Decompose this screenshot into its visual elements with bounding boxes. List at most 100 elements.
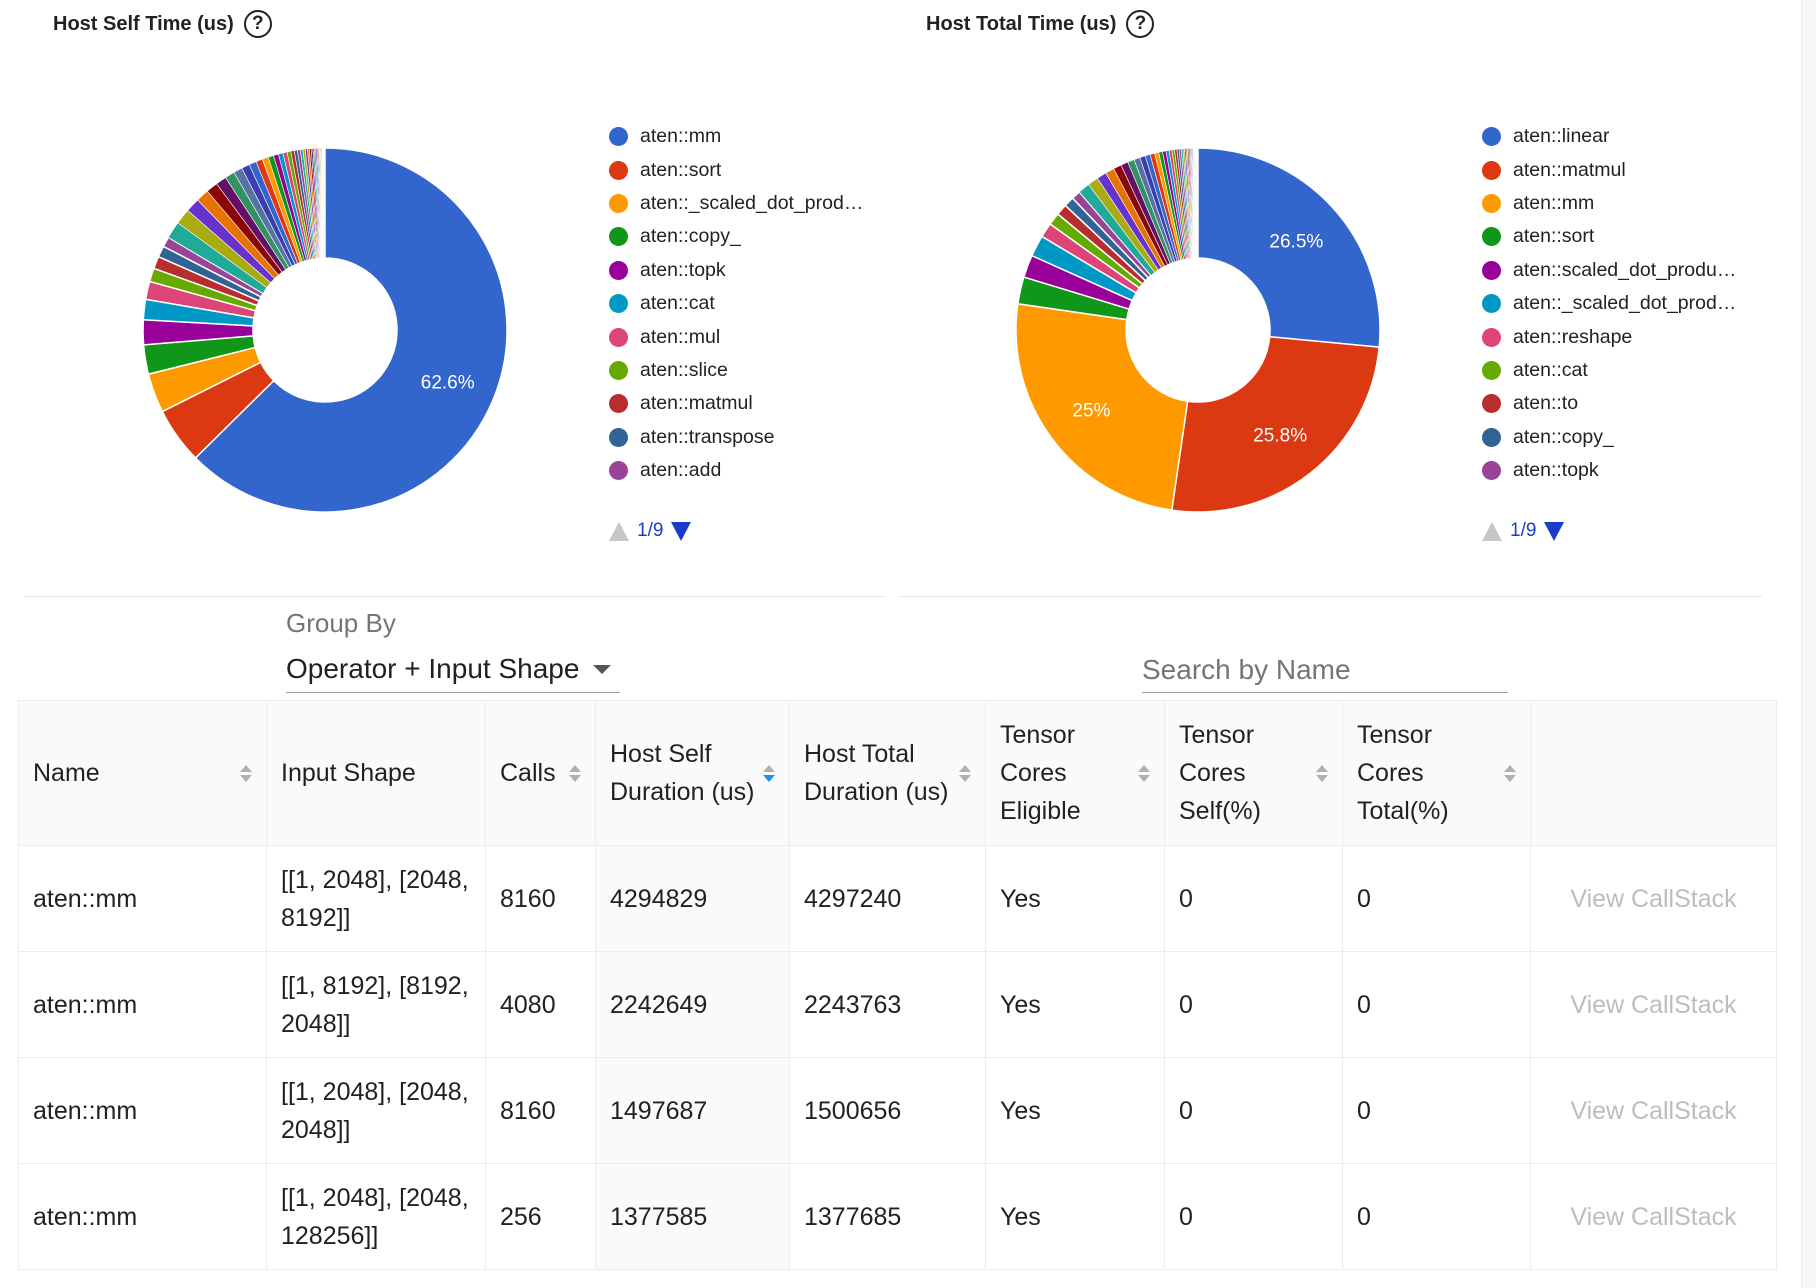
legend-item[interactable]: aten::_scaled_dot_prod…	[1482, 287, 1772, 320]
legend-item[interactable]: aten::mul	[609, 320, 899, 353]
legend-label: aten::cat	[1513, 358, 1588, 381]
table-row: aten::mm [[1, 8192], [8192, 2048]] 4080 224…	[18, 951, 1777, 1058]
sort-icon[interactable]	[1138, 764, 1150, 782]
legend-item[interactable]: aten::scaled_dot_produ…	[1482, 254, 1772, 287]
legend-swatch	[609, 193, 628, 213]
legend-label: aten::sort	[1513, 225, 1595, 248]
legend-item[interactable]: aten::reshape	[1482, 320, 1772, 353]
legend-item[interactable]: aten::sort	[609, 153, 899, 186]
legend-item[interactable]: aten::cat	[1482, 354, 1772, 387]
legend-item[interactable]: aten::mm	[1482, 187, 1772, 220]
view-callstack-link[interactable]: View CallStack	[1530, 951, 1777, 1058]
column-header[interactable]: Tensor Cores Total(%)	[1342, 700, 1531, 846]
pie-slice[interactable]	[194, 147, 508, 513]
legend-item[interactable]: aten::_scaled_dot_prod…	[609, 187, 899, 220]
legend-label: aten::mm	[1513, 191, 1595, 214]
legend-item[interactable]: aten::transpose	[609, 421, 899, 454]
table-cell: 0	[1164, 845, 1343, 952]
legend-item[interactable]: aten::copy_	[609, 220, 899, 253]
view-callstack-link[interactable]: View CallStack	[1530, 1163, 1777, 1270]
legend-swatch	[609, 461, 628, 481]
search-input[interactable]	[1142, 648, 1508, 693]
sort-icon[interactable]	[1316, 764, 1328, 782]
sort-icon[interactable]	[763, 764, 775, 782]
view-callstack-link[interactable]: View CallStack	[1530, 1057, 1777, 1164]
sort-icon[interactable]	[569, 764, 581, 782]
legend-item[interactable]: aten::matmul	[1482, 153, 1772, 186]
legend-swatch	[1482, 193, 1501, 213]
table-header-row: Name Input Shape Calls Host Self Duration (…	[18, 700, 1777, 846]
group-by-label: Group By	[286, 608, 396, 638]
table-cell: 0	[1342, 1163, 1531, 1270]
group-by-select[interactable]: Operator + Input Shape	[286, 646, 620, 693]
page-down-icon[interactable]	[1544, 521, 1565, 541]
host-total-time-pie: 26.5% 25.8% 25%	[1015, 147, 1381, 513]
host-self-time-pie: 62.6%	[142, 147, 508, 513]
legend-label: aten::slice	[640, 358, 728, 381]
help-icon[interactable]: ?	[1126, 10, 1155, 38]
legend-swatch	[609, 160, 628, 180]
table-body: aten::mm [[1, 2048], [2048, 8192]] 8160 429…	[18, 845, 1777, 1270]
legend-label: aten::cat	[640, 292, 715, 315]
legend-label: aten::_scaled_dot_prod…	[1513, 292, 1737, 315]
pie-slice[interactable]	[1170, 335, 1381, 513]
legend-swatch	[609, 427, 628, 447]
legend-item[interactable]: aten::topk	[1482, 454, 1772, 487]
sort-icon[interactable]	[240, 764, 252, 782]
sort-icon[interactable]	[1504, 764, 1516, 782]
table-cell: aten::mm	[18, 1057, 267, 1164]
table-cell: Yes	[985, 951, 1165, 1058]
chevron-down-icon	[593, 664, 612, 674]
legend-swatch	[1482, 294, 1501, 314]
legend-item[interactable]: aten::mm	[609, 120, 899, 153]
column-header-label: Calls	[500, 759, 556, 787]
page-up-icon[interactable]	[609, 521, 629, 541]
legend-item[interactable]: aten::linear	[1482, 120, 1772, 153]
table-cell: [[1, 2048], [2048, 128256]]	[266, 1163, 486, 1270]
legend-item[interactable]: aten::topk	[609, 254, 899, 287]
legend-item[interactable]: aten::slice	[609, 354, 899, 387]
legend-item[interactable]: aten::copy_	[1482, 421, 1772, 454]
pie-slice[interactable]	[1197, 147, 1381, 348]
legend-label: aten::scaled_dot_produ…	[1513, 258, 1737, 281]
help-icon[interactable]: ?	[243, 10, 272, 38]
column-header[interactable]: Name	[18, 700, 267, 846]
legend-item[interactable]: aten::matmul	[609, 387, 899, 420]
slice-label: 25%	[1072, 401, 1110, 422]
legend-item[interactable]: aten::sort	[1482, 220, 1772, 253]
table-cell: aten::mm	[18, 951, 267, 1058]
pie-slice[interactable]	[1015, 302, 1189, 511]
legend-label: aten::mm	[640, 125, 722, 148]
legend-item[interactable]: aten::add	[609, 454, 899, 487]
legend-item[interactable]: aten::to	[1482, 387, 1772, 420]
column-header[interactable]: Host Self Duration (us)	[595, 700, 790, 846]
legend-label: aten::topk	[640, 258, 726, 281]
table-cell: 1377685	[789, 1163, 986, 1270]
table-cell: Yes	[985, 845, 1165, 952]
legend-swatch	[609, 260, 628, 280]
table-cell: 8160	[485, 1057, 596, 1164]
page-up-icon[interactable]	[1482, 521, 1502, 541]
legend-label: aten::copy_	[1513, 425, 1614, 448]
legend-label: aten::add	[640, 459, 722, 482]
column-header[interactable]: Tensor Cores Eligible	[985, 700, 1165, 846]
table-cell: [[1, 8192], [8192, 2048]]	[266, 951, 486, 1058]
view-callstack-link[interactable]: View CallStack	[1530, 845, 1777, 952]
column-header[interactable]: Tensor Cores Self(%)	[1164, 700, 1343, 846]
legend-swatch	[1482, 227, 1501, 247]
column-header[interactable]: Calls	[485, 700, 596, 846]
operator-table: Name Input Shape Calls Host Self Duration (…	[18, 700, 1777, 1270]
legend-pager-total: 1/9	[1482, 520, 1565, 542]
table-cell: 2243763	[789, 951, 986, 1058]
table-cell: 0	[1342, 1057, 1531, 1164]
sort-icon[interactable]	[959, 764, 971, 782]
legend-item[interactable]: aten::cat	[609, 287, 899, 320]
legend-swatch	[609, 327, 628, 347]
table-cell: 0	[1342, 951, 1531, 1058]
page-down-icon[interactable]	[671, 521, 692, 541]
scrollbar[interactable]	[1801, 0, 1816, 1288]
column-header[interactable]: Host Total Duration (us)	[789, 700, 986, 846]
legend-label: aten::mul	[640, 325, 721, 348]
table-row: aten::mm [[1, 2048], [2048, 2048]] 8160 149…	[18, 1057, 1777, 1164]
